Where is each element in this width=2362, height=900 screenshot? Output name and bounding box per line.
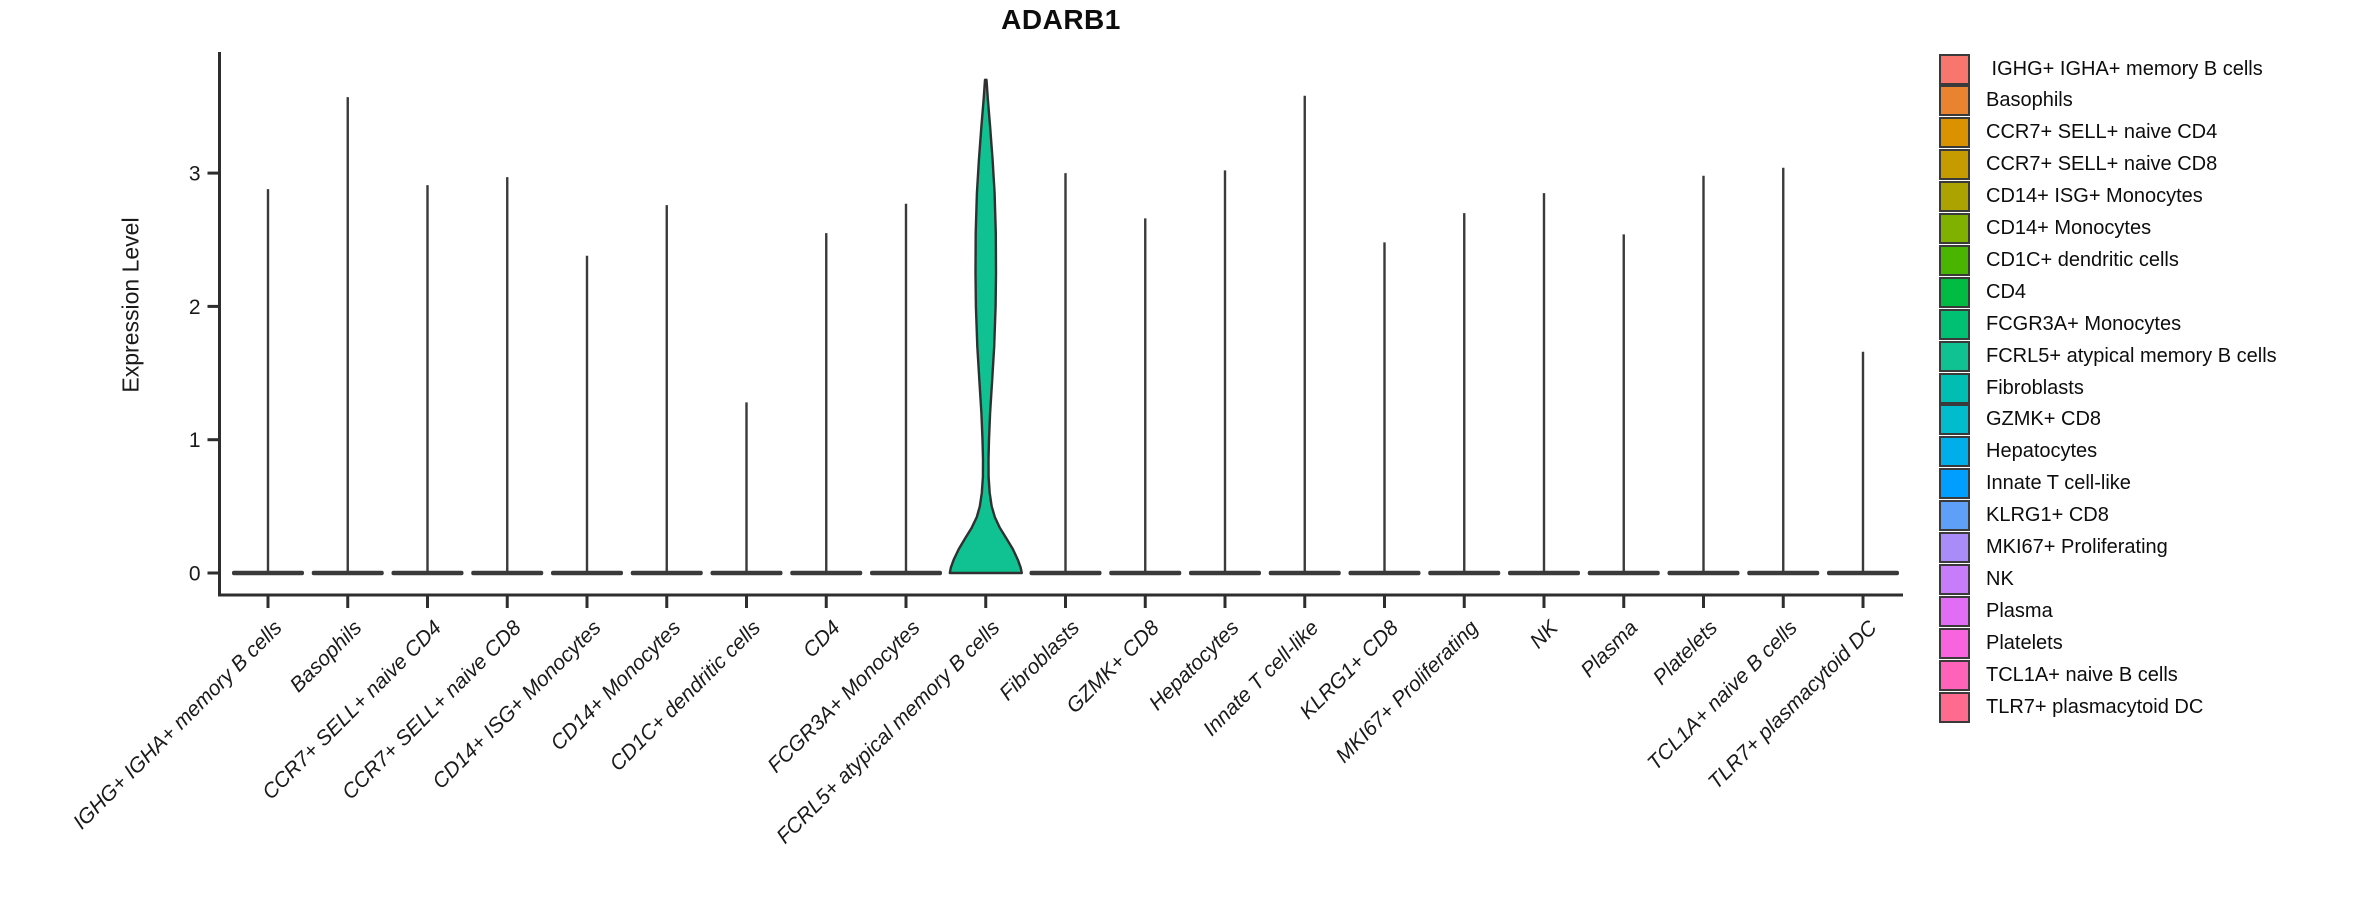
violin-base-dash [1428,570,1501,576]
y-axis-title: Expression Level [117,217,144,393]
violin-base-dash [232,570,304,576]
violin-base-dash [790,570,863,576]
x-category-label: NK [1526,616,1564,654]
x-category-label: Platelets [1649,616,1723,690]
violin-base-dash [1827,570,1899,576]
x-category-label: CD1C+ dendritic cells [606,616,766,776]
violin-base-dash [1587,570,1660,576]
x-category-label: CD14+ Monocytes [546,616,685,755]
x-category-label: TCL1A+ naive B cells [1643,616,1802,775]
violin-base-dash [551,570,623,576]
chart-title: ADARB1 [1001,4,1121,35]
x-category-label: CD4 [799,616,845,662]
y-tick-label: 0 [189,563,201,586]
violin-expressed [948,78,1023,575]
violin-base-dash [471,570,544,576]
y-tick-label: 2 [189,296,201,319]
y-tick-label: 3 [189,163,201,186]
violin-base-dash [1109,570,1182,576]
violin-base-dash [1348,570,1421,576]
violin-base-dash [1189,570,1261,576]
violin-base-dash [311,570,384,576]
violin-base-dash [1747,570,1820,576]
violin-base-dash [630,570,703,576]
x-category-label: FCGR3A+ Monocytes [763,616,924,777]
x-category-label: Basophils [286,616,367,697]
violin-base-dash [1029,570,1102,576]
violin-base-dash [1268,570,1341,576]
violin-base-dash [391,570,464,576]
violin-base-dash [870,570,942,576]
x-category-label: MKI67+ Proliferating [1332,616,1483,767]
x-category-label: IGHG+ IGHA+ memory B cells [69,616,287,834]
violin-base-dash [1667,570,1740,576]
x-category-label: Plasma [1577,616,1643,682]
x-category-label: TLR7+ plasmacytoid DC [1704,616,1882,794]
violin-base-dash [1508,570,1580,576]
violin-base-dash [710,570,783,576]
y-tick-label: 1 [189,429,201,452]
